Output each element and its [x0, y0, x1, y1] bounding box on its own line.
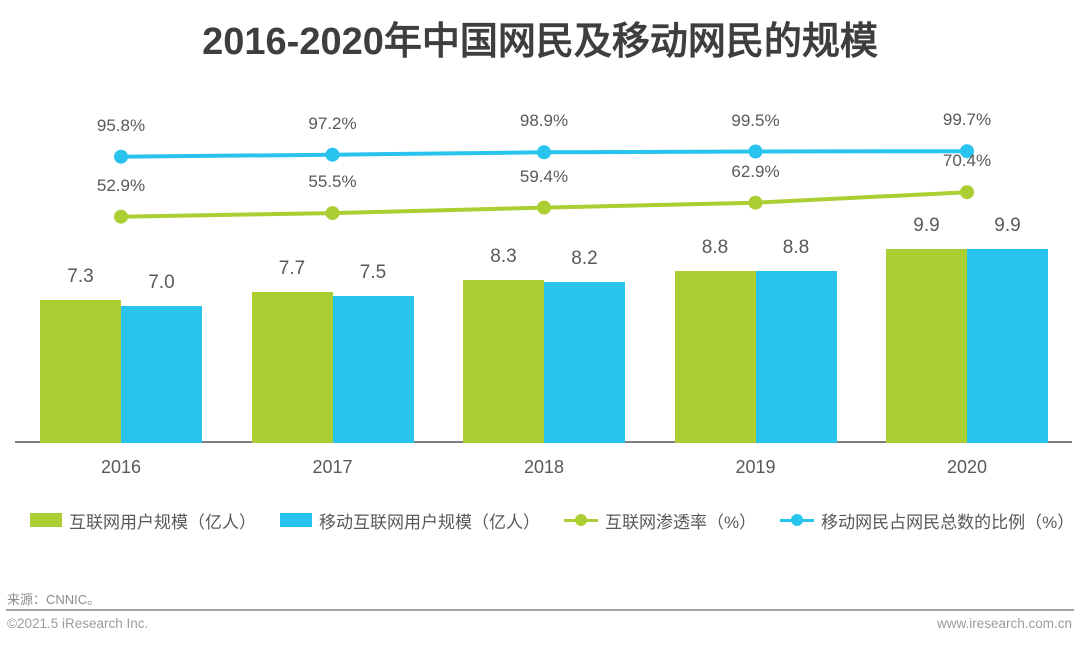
line-value-internet-penetration-2016: 52.9% [96, 175, 146, 195]
line-mobile-share-of-netizens [120, 149, 968, 159]
marker-mobile-share-of-netizens-2019 [748, 144, 763, 159]
bar-internet-users-2016 [40, 299, 121, 443]
legend-item-internet-penetration: 互联网渗透率（%） [564, 508, 756, 533]
legend-label-mobile-internet-users: 移动互联网用户规模（亿人） [319, 512, 540, 532]
bar-mobile-internet-users-2016 [121, 305, 202, 443]
footer-divider [6, 609, 1074, 611]
legend-item-mobile-share-of-netizens: 移动网民占网民总数的比例（%） [780, 508, 1074, 533]
x-axis-label-2020: 2020 [946, 457, 988, 477]
line-value-internet-penetration-2019: 62.9% [731, 161, 780, 181]
legend-item-internet-users: 互联网用户规模（亿人） [30, 508, 256, 533]
bar-internet-users-2019 [674, 270, 756, 443]
line-value-mobile-share-of-netizens-2020: 99.7% [942, 110, 992, 130]
x-axis-label-2017: 2017 [312, 457, 353, 477]
bar-value-internet-users-2017: 7.7 [278, 258, 306, 280]
bar-value-internet-users-2018: 8.3 [490, 246, 517, 268]
marker-internet-penetration-2016 [114, 209, 128, 224]
bar-mobile-internet-users-2018 [544, 282, 625, 443]
bar-value-internet-users-2019: 8.8 [701, 236, 729, 258]
legend-label-internet-penetration: 互联网渗透率（%） [605, 512, 757, 532]
line-value-mobile-share-of-netizens-2016: 95.8% [96, 115, 146, 135]
marker-mobile-share-of-netizens-2017 [325, 147, 340, 162]
source-note: 来源：CNNIC。 [7, 592, 101, 607]
bar-mobile-internet-users-2017 [332, 296, 414, 443]
chart-title: 2016-2020年中国网民及移动网民的规模 [202, 21, 878, 63]
marker-internet-penetration-2020 [960, 185, 974, 200]
line-internet-penetration [120, 190, 968, 219]
marker-internet-penetration-2019 [748, 195, 763, 210]
bar-internet-users-2018 [463, 280, 544, 443]
x-axis-label-2018: 2018 [523, 457, 565, 477]
legend-line-marker-icon [780, 513, 815, 527]
legend-item-mobile-internet-users: 移动互联网用户规模（亿人） [280, 508, 540, 533]
x-axis-label-2019: 2019 [735, 457, 776, 477]
chart-legend: 互联网用户规模（亿人） 移动互联网用户规模（亿人） 互联网渗透率（%） 移动网民占网民… [30, 506, 1074, 534]
copyright-text: ©2021.5 iResearch Inc. [7, 616, 149, 631]
legend-swatch-icon [280, 513, 312, 527]
line-value-mobile-share-of-netizens-2019: 99.5% [731, 110, 780, 130]
bar-value-mobile-internet-users-2019: 8.8 [782, 236, 810, 258]
line-value-internet-penetration-2020: 70.4% [942, 151, 992, 171]
bar-value-mobile-internet-users-2016: 7.0 [148, 271, 175, 293]
bar-mobile-internet-users-2020 [967, 248, 1048, 443]
line-value-internet-penetration-2018: 59.4% [519, 166, 569, 186]
legend-line-dot [575, 514, 587, 526]
website-text: www.iresearch.com.cn [936, 616, 1072, 631]
line-value-mobile-share-of-netizens-2017: 97.2% [308, 113, 357, 133]
bar-value-internet-users-2016: 7.3 [67, 265, 94, 287]
bar-internet-users-2017 [251, 292, 333, 443]
legend-line-dot [791, 514, 804, 526]
legend-label-internet-users: 互联网用户规模（亿人） [69, 512, 256, 532]
bar-internet-users-2020 [886, 248, 967, 443]
bar-value-mobile-internet-users-2018: 8.2 [571, 248, 598, 270]
marker-internet-penetration-2018 [537, 200, 551, 215]
line-value-mobile-share-of-netizens-2018: 98.9% [519, 111, 569, 131]
line-value-internet-penetration-2017: 55.5% [308, 172, 357, 192]
legend-label-mobile-share-of-netizens: 移动网民占网民总数的比例（%） [821, 512, 1075, 532]
bar-mobile-internet-users-2019 [755, 270, 837, 443]
marker-internet-penetration-2017 [325, 206, 340, 221]
x-axis-label-2016: 2016 [100, 457, 142, 477]
marker-mobile-share-of-netizens-2018 [537, 145, 551, 160]
bar-value-internet-users-2020: 9.9 [913, 214, 940, 236]
legend-swatch-icon [30, 513, 62, 527]
bar-value-mobile-internet-users-2017: 7.5 [359, 262, 387, 283]
legend-line-marker-icon [564, 513, 598, 527]
footer-row: ©2021.5 iResearch Inc. www.iresearch.com… [7, 616, 1072, 631]
bar-value-mobile-internet-users-2020: 9.9 [994, 214, 1021, 236]
marker-mobile-share-of-netizens-2016 [114, 149, 128, 164]
